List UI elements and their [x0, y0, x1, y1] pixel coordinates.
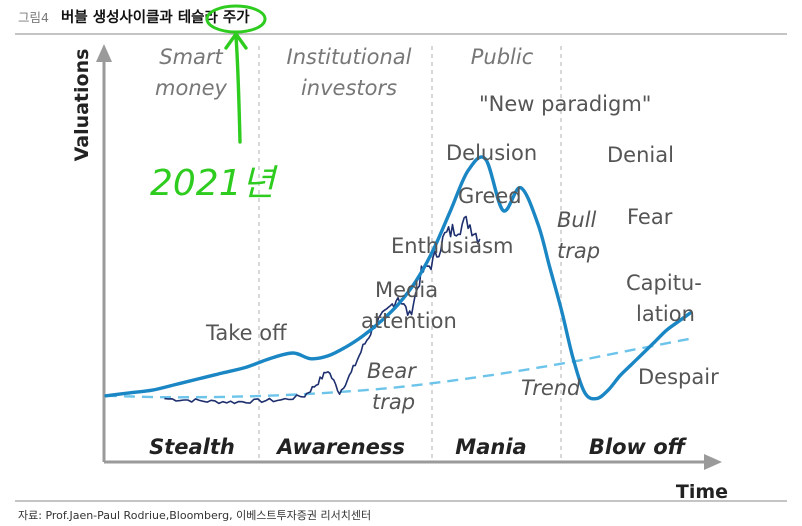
- annotation-bull-trap: trap: [557, 239, 600, 263]
- annotation-fear: Fear: [627, 205, 673, 229]
- figure-number: 그림4: [18, 10, 49, 25]
- axes: [96, 44, 722, 470]
- participant-investors: investors: [301, 76, 397, 100]
- participant-public: Public: [471, 45, 534, 69]
- phase-stealth: Stealth: [149, 435, 235, 459]
- annotation-enthusiasm: Enthusiasm: [391, 234, 513, 258]
- series-dashed-point-7: [513, 370, 516, 373]
- participant-smart: Smart: [159, 45, 223, 69]
- source-note: 자료: Prof.Jaen-Paul Rodriue,Bloomberg, 이베…: [18, 509, 371, 522]
- annotation-lation: lation: [636, 302, 695, 326]
- series-dashed-point-10: [689, 337, 692, 340]
- y-axis-arrow: [96, 44, 112, 62]
- valuation-curve: [104, 155, 692, 401]
- annotation-denial: Denial: [607, 143, 674, 167]
- title-prefix: 버블 생성사이클과: [61, 8, 178, 26]
- annotation-despair: Despair: [638, 365, 719, 389]
- title-suffix: 주가: [218, 9, 250, 26]
- x-axis-label: Time: [676, 481, 728, 503]
- y-axis-label: Valuations: [71, 49, 93, 162]
- annotation-bull: Bull: [557, 208, 597, 232]
- annotation-new-paradigm: "New paradigm": [479, 92, 651, 116]
- series-dashed-point-3: [280, 394, 283, 397]
- participant-institutional: Institutional: [287, 45, 412, 69]
- series-price-point-19: [455, 226, 458, 229]
- arrow-head: [224, 32, 248, 50]
- annotation-attention: attention: [361, 309, 457, 333]
- annotation-bear-trap: trap: [372, 390, 415, 414]
- phase-awareness: Awareness: [275, 435, 405, 459]
- participant-labels: Smart money Institutional investors Publ…: [155, 45, 534, 100]
- annotation-trend: Trend: [521, 376, 581, 400]
- annotation-delusion: Delusion: [446, 141, 537, 165]
- annotation-greed: Greed: [458, 184, 522, 208]
- annotation-take-off: Take off: [205, 321, 287, 345]
- trend-line: [105, 337, 691, 399]
- handwritten-note: 2021년: [150, 163, 279, 204]
- phase-mania: Mania: [455, 435, 526, 459]
- annotation-media: Media: [375, 278, 438, 302]
- highlight-circle: [205, 4, 267, 34]
- figure-title: 버블 생성사이클과 테슬라 주가: [61, 8, 250, 26]
- handwritten-markup: 2021년: [150, 4, 279, 204]
- arrow-shaft: [234, 34, 242, 144]
- phase-blowoff: Blow off: [589, 435, 688, 459]
- price-line: [164, 215, 481, 405]
- curve-annotations: Take off Media attention Bear trap Enthu…: [205, 92, 719, 414]
- phase-labels: Stealth Awareness Mania Blow off: [149, 435, 688, 459]
- participant-money: money: [155, 76, 228, 100]
- x-axis-arrow: [704, 454, 722, 470]
- annotation-bear: Bear: [367, 359, 417, 383]
- annotation-capitu: Capitu-: [626, 271, 702, 295]
